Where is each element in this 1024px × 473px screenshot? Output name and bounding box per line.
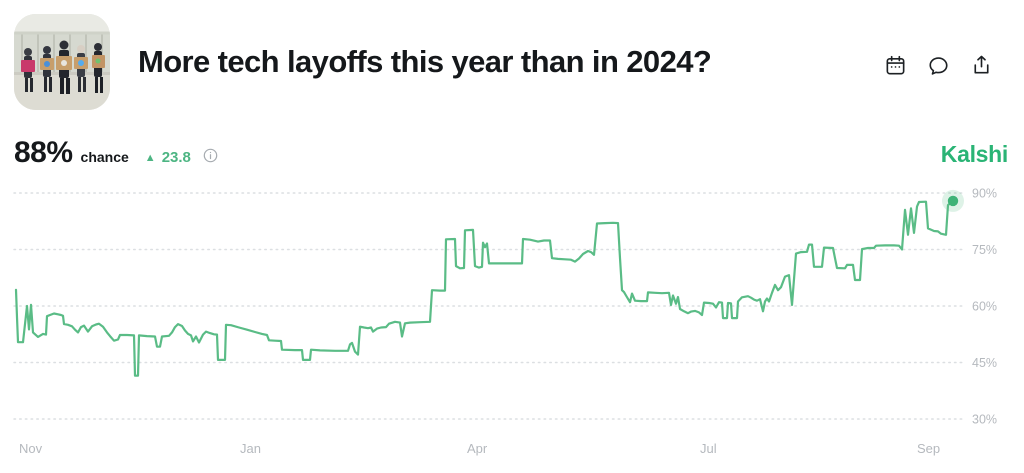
delta-value: 23.8 bbox=[161, 149, 191, 166]
market-thumbnail bbox=[14, 14, 110, 110]
share-icon bbox=[973, 55, 989, 74]
title-row: More tech layoffs this year than in 2024… bbox=[138, 14, 854, 110]
y-tick-label-60: 60% bbox=[972, 300, 997, 314]
calendar-button[interactable] bbox=[882, 52, 908, 78]
comment-button[interactable] bbox=[925, 52, 951, 78]
y-tick-label-75: 75% bbox=[972, 243, 997, 257]
header-actions bbox=[882, 52, 994, 78]
chance-delta: ▲ 23.8 bbox=[145, 149, 191, 166]
price-line bbox=[14, 199, 955, 377]
x-tick-label-apr: Apr bbox=[467, 441, 488, 456]
y-tick-label-90: 90% bbox=[972, 187, 997, 201]
info-icon[interactable] bbox=[203, 148, 218, 166]
up-triangle-icon: ▲ bbox=[144, 152, 156, 164]
stats-row: 88% chance ▲ 23.8 Kalshi bbox=[14, 136, 1008, 176]
chance-label: chance bbox=[80, 149, 129, 165]
layoff-boxes-image bbox=[14, 14, 110, 110]
current-price-dot bbox=[947, 195, 959, 207]
comment-bubble-icon bbox=[928, 56, 948, 75]
y-tick-label-45: 45% bbox=[972, 356, 997, 370]
x-tick-label-nov: Nov bbox=[19, 441, 43, 456]
x-tick-label-sep: Sep bbox=[917, 441, 940, 456]
y-tick-label-30: 30% bbox=[972, 413, 997, 427]
chance-value: 88% bbox=[14, 136, 73, 169]
x-tick-label-jul: Jul bbox=[700, 441, 717, 456]
market-title: More tech layoffs this year than in 2024… bbox=[138, 44, 712, 79]
x-tick-label-jan: Jan bbox=[240, 441, 261, 456]
kalshi-logo: Kalshi bbox=[940, 141, 1009, 167]
calendar-icon bbox=[886, 55, 904, 74]
share-button[interactable] bbox=[968, 52, 994, 78]
